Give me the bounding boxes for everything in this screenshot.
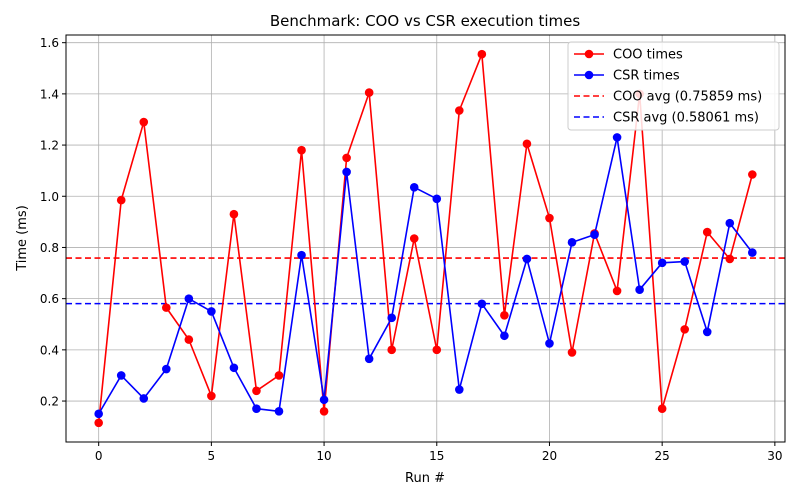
chart-title: Benchmark: COO vs CSR execution times [270, 12, 581, 30]
x-tick-label: 30 [767, 449, 782, 463]
series-line-1 [97, 136, 753, 415]
y-tick-label: 0.2 [40, 395, 59, 409]
data-point [161, 303, 171, 312]
data-point [207, 391, 216, 401]
data-point [319, 406, 329, 416]
data-point [161, 364, 171, 374]
x-axis-label: Run # [405, 471, 445, 486]
data-point [522, 139, 532, 149]
data-point [116, 195, 126, 205]
x-tick-label: 0 [95, 449, 103, 463]
data-point [545, 339, 554, 348]
x-tick-label: 10 [316, 449, 331, 463]
data-point [116, 371, 126, 380]
data-point [680, 325, 690, 334]
y-tick-label: 1.6 [40, 36, 59, 50]
series-line-0 [97, 53, 754, 423]
data-point [207, 307, 216, 316]
data-point [725, 218, 735, 228]
legend-label: CSR avg (0.58061 ms) [613, 111, 759, 126]
data-point [342, 153, 351, 163]
data-point [612, 133, 622, 142]
data-point [364, 88, 374, 97]
data-point [612, 286, 622, 296]
data-point [342, 167, 351, 177]
data-point [184, 335, 194, 344]
data-point [455, 106, 464, 115]
data-point [567, 348, 577, 357]
data-point [387, 345, 396, 355]
data-point [274, 371, 284, 380]
data-point [455, 385, 464, 394]
data-point [500, 310, 509, 320]
y-tick-label: 1.2 [40, 139, 59, 153]
data-point [567, 238, 577, 247]
data-point [94, 409, 103, 419]
data-point [635, 285, 644, 294]
x-axis-ticks: 0 5 10 15 20 25 30 [95, 442, 782, 463]
data-point [590, 230, 599, 239]
data-point [139, 394, 149, 403]
y-tick-label: 0.8 [40, 241, 59, 255]
legend-label: CSR times [613, 69, 680, 84]
series-layer [94, 49, 757, 428]
data-point [748, 248, 757, 257]
data-point [657, 404, 667, 414]
data-point [409, 183, 419, 192]
data-point [477, 49, 487, 59]
data-point [500, 331, 509, 341]
legend-label: COO times [613, 48, 683, 63]
x-tick-label: 5 [208, 449, 216, 463]
data-point [545, 213, 554, 223]
plot-frame [65, 34, 786, 443]
data-point [94, 418, 103, 428]
data-point [387, 313, 396, 323]
legend-swatch-marker [584, 70, 594, 80]
x-tick-label: 15 [429, 449, 444, 463]
data-point [229, 209, 239, 219]
data-point [364, 354, 374, 364]
y-tick-label: 0.6 [40, 292, 59, 306]
x-tick-label: 25 [655, 449, 670, 463]
data-point [139, 117, 149, 127]
data-point [229, 363, 239, 373]
data-point [680, 257, 690, 266]
data-point [319, 395, 329, 405]
x-tick-label: 20 [542, 449, 557, 463]
data-point [477, 299, 487, 309]
y-tick-label: 1.0 [40, 190, 59, 204]
legend-label: COO avg (0.75859 ms) [613, 90, 762, 105]
y-axis-ticks: 0.2 0.4 0.6 0.8 1.0 1.2 1.4 1.6 [40, 36, 66, 409]
legend-swatch-marker [584, 49, 594, 59]
reference-lines [66, 257, 785, 305]
data-point [432, 194, 442, 204]
y-tick-label: 0.4 [40, 343, 59, 357]
legend-box [567, 41, 780, 131]
y-tick-label: 1.4 [40, 87, 59, 101]
data-point [252, 386, 261, 396]
data-point [297, 145, 306, 155]
data-point [432, 345, 442, 355]
data-point [702, 227, 712, 237]
data-point [748, 170, 757, 179]
data-point [725, 254, 735, 264]
y-axis-label: Time (ms) [15, 205, 30, 272]
data-point [657, 258, 667, 268]
data-point [702, 327, 712, 337]
data-point [522, 254, 532, 264]
legend: COO times CSR times COO avg (0.75859 ms) CS… [567, 41, 780, 131]
data-point [274, 406, 284, 416]
data-point [252, 404, 261, 414]
data-point [297, 250, 306, 260]
data-point [409, 234, 419, 243]
data-point [184, 294, 194, 303]
